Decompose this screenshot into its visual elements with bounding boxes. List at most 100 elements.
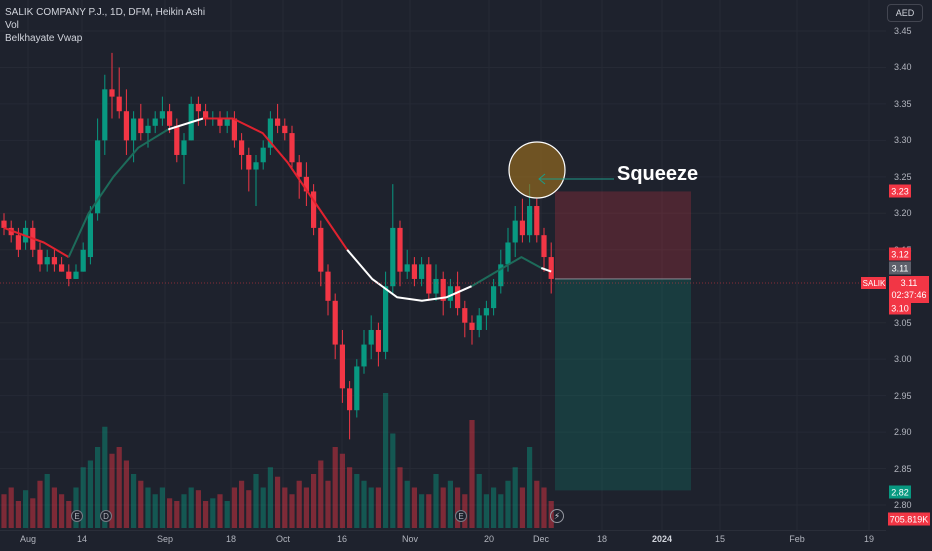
stop-price-tag: 2.82 [889, 485, 911, 499]
currency-button[interactable]: AED [887, 4, 923, 22]
candle-body [383, 286, 389, 352]
price-tick-label: 3.00 [894, 354, 912, 365]
volume-bar [512, 467, 518, 528]
volume-bar [210, 498, 216, 528]
volume-bar [217, 494, 223, 528]
vwap-line-segment [471, 256, 542, 288]
volume-bar [296, 480, 302, 528]
volume-bar [318, 460, 324, 528]
price-tick-label: 3.20 [894, 208, 912, 219]
price-tick-label: 3.30 [894, 135, 912, 146]
volume-bar [440, 487, 446, 528]
candle-body [311, 191, 317, 228]
time-tick-label: Sep [156, 534, 174, 544]
candle-body [224, 118, 230, 126]
candle-body [167, 111, 173, 126]
volume-bar [469, 420, 475, 528]
candle-body [289, 133, 295, 163]
price-chart-svg [0, 52, 886, 528]
price-tick-label: 3.05 [894, 317, 912, 328]
candle-body [433, 278, 439, 294]
current-price-value: 3.11 [900, 278, 918, 288]
volume-bar [368, 487, 374, 528]
volume-bar [167, 498, 173, 528]
volume-bar [80, 467, 86, 528]
volume-bar [397, 467, 403, 528]
candle-body [15, 235, 21, 250]
candle-body [491, 286, 497, 309]
candle-body [447, 286, 453, 301]
time-tick-label: 18 [225, 534, 237, 544]
volume-bar [361, 480, 367, 528]
price-tick-label: 2.80 [894, 500, 912, 510]
earnings-event-icon[interactable]: E [455, 510, 467, 522]
candle-body [102, 89, 108, 141]
candle-body [512, 220, 518, 243]
candle-body [332, 300, 338, 345]
volume-legend[interactable]: Vol [5, 20, 19, 31]
candle-body [419, 264, 425, 279]
candle-body [368, 329, 374, 345]
candle-body [354, 366, 360, 411]
candle-body [231, 118, 237, 141]
vwap-line-segment [540, 267, 552, 273]
time-tick-label: 16 [336, 534, 348, 544]
candle-body [44, 257, 50, 265]
lightning-icon[interactable]: ⚡ [550, 509, 564, 523]
candle-body [66, 271, 72, 279]
candle-body [282, 125, 288, 134]
volume-bar [30, 498, 36, 528]
candle-body [95, 140, 101, 214]
time-tick-label: Feb [789, 534, 805, 544]
candle-body [123, 111, 129, 141]
candle-body [397, 227, 403, 272]
candle-body [246, 154, 252, 170]
candle-body [462, 308, 468, 323]
dividend-event-icon[interactable]: D [100, 510, 112, 522]
volume-bar [152, 494, 158, 528]
volume-bar [447, 480, 453, 528]
axis-corner [886, 530, 932, 550]
time-tick-label: 14 [76, 534, 88, 544]
price-tick-label: 3.45 [894, 26, 912, 36]
candle-body [527, 206, 533, 236]
volume-bar [483, 494, 489, 528]
countdown-timer: 02:37:46 [891, 290, 927, 300]
indicator-legend[interactable]: Belkhayate Vwap [5, 33, 83, 44]
candle-body [534, 206, 540, 236]
price-tick-label: 3.25 [894, 171, 912, 182]
time-tick-label: 18 [596, 534, 608, 544]
vwap-line-segment [167, 117, 204, 131]
candle-body [339, 344, 345, 389]
candle-body [505, 242, 511, 265]
price-tick-label: 2.85 [894, 463, 912, 474]
candle-body [361, 344, 367, 367]
chart-legend: SALIK COMPANY P.J., 1D, DFM, Heikin Ashi… [5, 6, 205, 45]
candle-body [548, 257, 554, 279]
candle-body [325, 271, 331, 301]
volume-bar [109, 453, 115, 528]
volume-bar [159, 487, 165, 528]
volume-bar [102, 426, 108, 528]
candle-body [73, 271, 79, 279]
volume-bar [282, 487, 288, 528]
volume-bar [498, 494, 504, 528]
earnings-event-icon[interactable]: E [71, 510, 83, 522]
price-tick-label: 2.95 [894, 390, 912, 401]
candle-body [239, 140, 245, 155]
volume-bar [73, 487, 79, 528]
volume-bar [491, 487, 497, 528]
profit-target-zone [555, 278, 691, 491]
time-tick-label: 19 [863, 534, 875, 544]
symbol-price-tag: SALIK [861, 277, 887, 289]
lower-price-tag: 3.10 [889, 301, 911, 315]
volume-bar [325, 480, 331, 528]
time-axis[interactable] [0, 530, 886, 551]
symbol-title[interactable]: SALIK COMPANY P.J., 1D, DFM, Heikin Ashi [5, 7, 206, 18]
volume-bar [145, 487, 151, 528]
squeeze-annotation[interactable]: Squeeze [617, 163, 699, 185]
candle-body [260, 147, 266, 163]
chart-canvas[interactable]: SALIK COMPANY P.J., 1D, DFM, Heikin Ashi… [0, 0, 887, 530]
time-tick-label: 2024 [651, 534, 673, 544]
time-tick-label: Aug [19, 534, 37, 544]
